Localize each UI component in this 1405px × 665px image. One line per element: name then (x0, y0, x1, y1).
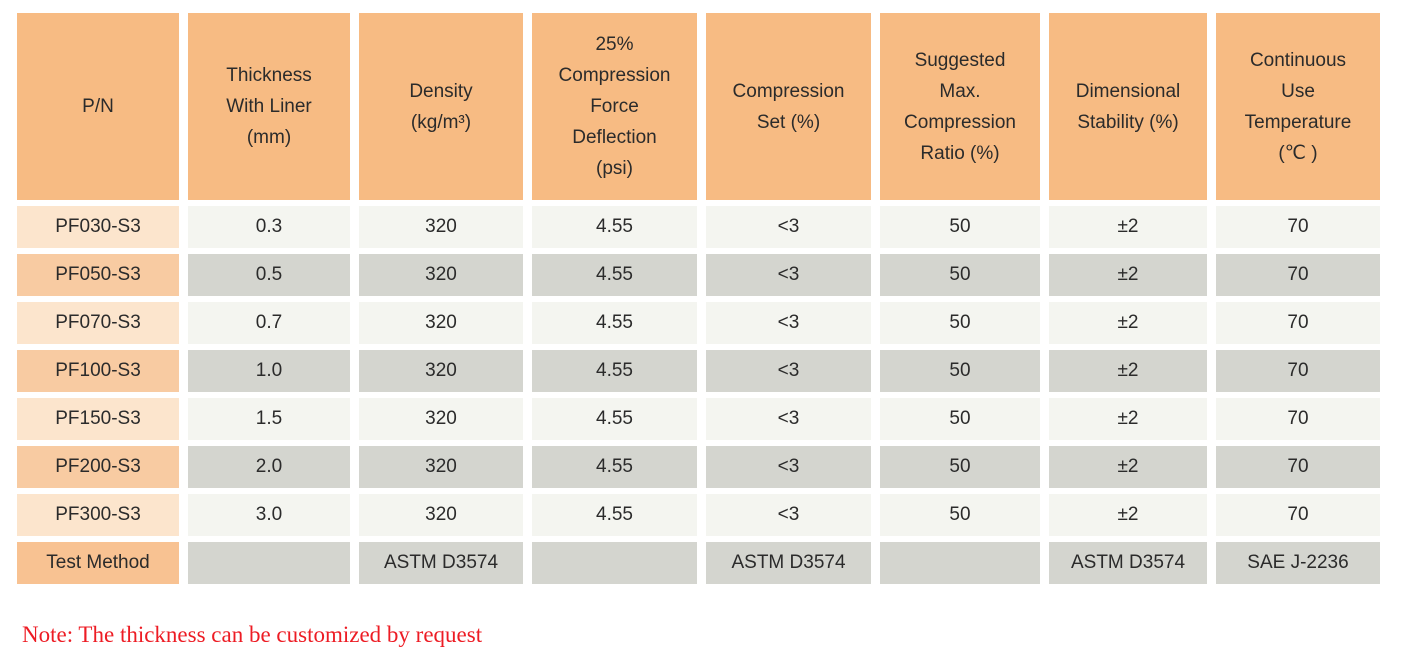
row-pn: PF300-S3 (17, 494, 179, 536)
row-pn: PF150-S3 (17, 398, 179, 440)
cell-value: 70 (1216, 302, 1380, 344)
spec-table-body: PF030-S3 0.3 320 4.55 <3 50 ±2 70 PF050-S3 0.5… (17, 206, 1380, 584)
table-row: PF070-S3 0.7 320 4.55 <3 50 ±2 70 (17, 302, 1380, 344)
row-pn: PF200-S3 (17, 446, 179, 488)
row-pn: PF070-S3 (17, 302, 179, 344)
column-header-continuous-use-temp: Continuous Use Temperature (℃ ) (1216, 13, 1380, 200)
cell-value: 4.55 (532, 446, 697, 488)
table-row: PF200-S3 2.0 320 4.55 <3 50 ±2 70 (17, 446, 1380, 488)
cell-value: 2.0 (188, 446, 350, 488)
cell-value: 70 (1216, 350, 1380, 392)
cell-value: 4.55 (532, 302, 697, 344)
row-pn: PF050-S3 (17, 254, 179, 296)
cell-value: 320 (359, 350, 523, 392)
cell-value: <3 (706, 398, 871, 440)
table-row: PF300-S3 3.0 320 4.55 <3 50 ±2 70 (17, 494, 1380, 536)
cell-value: <3 (706, 254, 871, 296)
cell-value: 4.55 (532, 254, 697, 296)
column-header-density: Density (kg/m³) (359, 13, 523, 200)
cell-value (188, 542, 350, 584)
cell-value: 0.5 (188, 254, 350, 296)
column-header-dimensional-stability: Dimensional Stability (%) (1049, 13, 1207, 200)
row-pn: PF030-S3 (17, 206, 179, 248)
cell-value: 320 (359, 206, 523, 248)
cell-value: 4.55 (532, 494, 697, 536)
cell-value: 4.55 (532, 398, 697, 440)
row-pn: PF100-S3 (17, 350, 179, 392)
cell-value: 0.7 (188, 302, 350, 344)
cell-value: 50 (880, 494, 1040, 536)
spec-table: P/N Thickness With Liner (mm) Density (k… (8, 7, 1389, 590)
column-header-compression-set: Compression Set (%) (706, 13, 871, 200)
cell-value: 320 (359, 494, 523, 536)
header-row: P/N Thickness With Liner (mm) Density (k… (17, 13, 1380, 200)
row-pn: Test Method (17, 542, 179, 584)
column-header-pn: P/N (17, 13, 179, 200)
cell-value: 70 (1216, 446, 1380, 488)
cell-value: ±2 (1049, 494, 1207, 536)
cell-value: ±2 (1049, 446, 1207, 488)
cell-value: 1.0 (188, 350, 350, 392)
cell-value: 50 (880, 350, 1040, 392)
cell-value: 50 (880, 446, 1040, 488)
table-row: PF150-S3 1.5 320 4.55 <3 50 ±2 70 (17, 398, 1380, 440)
cell-value: <3 (706, 206, 871, 248)
cell-value: ±2 (1049, 350, 1207, 392)
cell-value: SAE J-2236 (1216, 542, 1380, 584)
cell-value (532, 542, 697, 584)
cell-value: <3 (706, 302, 871, 344)
cell-value: 4.55 (532, 206, 697, 248)
page: P/N Thickness With Liner (mm) Density (k… (8, 7, 1389, 647)
table-row: PF030-S3 0.3 320 4.55 <3 50 ±2 70 (17, 206, 1380, 248)
column-header-cfd: 25% Compression Force Deflection (psi) (532, 13, 697, 200)
cell-value: 320 (359, 254, 523, 296)
column-header-thickness: Thickness With Liner (mm) (188, 13, 350, 200)
cell-value: ±2 (1049, 398, 1207, 440)
table-row: Test Method ASTM D3574 ASTM D3574 ASTM D35… (17, 542, 1380, 584)
cell-value: 50 (880, 398, 1040, 440)
cell-value: 1.5 (188, 398, 350, 440)
note-text: Note: The thickness can be customized by… (22, 622, 483, 647)
cell-value: 70 (1216, 206, 1380, 248)
cell-value: ASTM D3574 (359, 542, 523, 584)
cell-value: 320 (359, 398, 523, 440)
cell-value: ±2 (1049, 302, 1207, 344)
column-header-max-compression-ratio: Suggested Max. Compression Ratio (%) (880, 13, 1040, 200)
cell-value: ±2 (1049, 206, 1207, 248)
cell-value: <3 (706, 446, 871, 488)
cell-value: ASTM D3574 (706, 542, 871, 584)
cell-value: <3 (706, 350, 871, 392)
table-row: PF050-S3 0.5 320 4.55 <3 50 ±2 70 (17, 254, 1380, 296)
cell-value: 320 (359, 446, 523, 488)
cell-value: ±2 (1049, 254, 1207, 296)
cell-value: <3 (706, 494, 871, 536)
table-row: PF100-S3 1.0 320 4.55 <3 50 ±2 70 (17, 350, 1380, 392)
spec-table-head: P/N Thickness With Liner (mm) Density (k… (17, 13, 1380, 200)
cell-value: 70 (1216, 398, 1380, 440)
cell-value: 70 (1216, 254, 1380, 296)
cell-value: 3.0 (188, 494, 350, 536)
cell-value: 320 (359, 302, 523, 344)
cell-value: 50 (880, 302, 1040, 344)
cell-value: ASTM D3574 (1049, 542, 1207, 584)
cell-value: 50 (880, 254, 1040, 296)
cell-value: 50 (880, 206, 1040, 248)
cell-value: 4.55 (532, 350, 697, 392)
cell-value: 0.3 (188, 206, 350, 248)
cell-value: 70 (1216, 494, 1380, 536)
cell-value (880, 542, 1040, 584)
